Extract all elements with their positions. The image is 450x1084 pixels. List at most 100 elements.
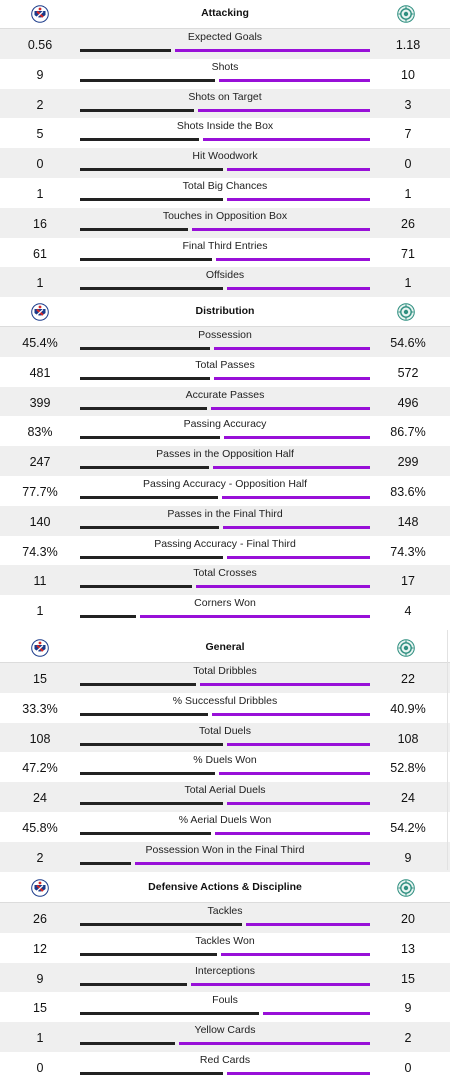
stat-label: Shots on Target [188,90,262,103]
home-stat-bar [80,376,211,380]
away-stat-bar [195,585,370,589]
stat-label: Possession Won in the Final Third [145,843,305,856]
away-stat-bar [211,406,370,410]
home-value: 481 [29,365,51,380]
home-value: 45.8% [22,821,58,835]
stat-row: 15 Fouls 9 [0,992,450,1022]
home-stat-bar [80,525,219,529]
away-stat-bar [218,772,370,776]
away-value: 1.18 [395,38,421,52]
home-value: 83% [27,425,53,440]
home-stat-bar [80,802,223,806]
home-stat-bar [80,683,196,686]
home-value: 247 [29,455,51,470]
home-stat-bar [80,287,223,291]
stat-row: 1 Total Big Chances 1 [0,178,450,208]
home-value: 140 [29,514,51,529]
home-stat-bar [80,585,192,589]
home-stat-bar [80,1012,260,1016]
stat-label: Fouls [212,994,238,1007]
copenhagen-crest-icon [31,879,49,897]
home-value: 74.3% [22,544,58,559]
stat-label: Passing Accuracy - Opposition Half [143,478,307,490]
away-stat-bar [221,952,370,956]
away-stat-bar [227,287,370,291]
home-stat-bar [80,923,242,926]
home-stat-bar [80,108,194,112]
away-stat-bar [213,347,370,350]
away-value: 24 [401,791,415,806]
home-stat-bar [80,257,212,261]
away-stat-bar [212,712,370,716]
away-stat-bar [134,861,370,865]
away-value: 86.7% [390,425,426,440]
stat-row: 1 Offsides 1 [0,267,450,298]
stat-row: 9 Shots 10 [0,59,450,89]
stat-label: Final Third Entries [182,239,268,252]
stat-row: 12 Tackles Won 13 [0,933,450,963]
home-value: 0 [36,1061,44,1075]
stat-label: % Successful Dribbles [172,694,278,707]
home-value: 2 [36,850,44,865]
home-value: 15 [33,1001,47,1016]
section-title: Attacking [201,7,249,19]
stat-label: Passing Accuracy - Final Third [154,537,296,550]
away-stat-bar [227,802,370,806]
stat-label: Passes in the Opposition Half [156,448,294,461]
section-title: Defensive Actions & Discipline [148,881,302,893]
home-stat-bar [80,227,189,231]
stat-label: Offsides [205,269,245,282]
away-value: 52.8% [390,761,426,776]
away-value: 9 [404,1001,412,1016]
stat-row: 16 Touches in Opposition Box 26 [0,207,450,238]
stat-row: 2 Shots on Target 3 [0,88,450,119]
copenhagen-crest-icon [31,639,49,657]
away-value: 299 [397,455,419,470]
home-stat-bar [80,347,210,350]
home-stat-bar [80,861,131,865]
away-value: 1 [404,187,412,201]
away-value: 572 [397,365,419,380]
away-value: 7 [404,127,412,142]
away-stat-bar [219,78,370,82]
stat-row: 0 Hit Woodwork 0 [0,148,450,178]
away-value: 9 [404,850,412,865]
home-value: 33.3% [22,701,58,716]
section-header: Defensive Actions & Discipline [0,874,450,902]
home-stat-bar [80,49,172,52]
stat-label: Tackles Won [195,934,255,947]
section-header: Attacking [0,0,450,28]
stat-row: 399 Accurate Passes 496 [0,386,450,417]
away-value: 3 [404,97,412,112]
stat-row: 33.3% % Successful Dribbles 40.9% [0,693,450,723]
away-stat-bar [213,466,370,470]
stat-label: Touches in Opposition Box [162,209,288,222]
away-stat-bar [245,923,370,926]
away-value: 2 [404,1031,412,1046]
stat-label: Interceptions [194,964,256,977]
section-header: Distribution [0,298,450,326]
stat-row: 11 Total Crosses 17 [0,565,450,596]
section-divider [0,662,450,663]
home-value: 16 [33,216,47,231]
home-value: 1 [36,276,44,291]
home-stat-bar [80,198,223,201]
away-stat-bar [216,257,370,261]
stat-label: Hit Woodwork [192,150,258,163]
away-stat-bar [214,832,370,835]
home-value: 9 [36,971,44,986]
home-value: 2 [36,97,44,112]
home-value: 9 [36,67,44,82]
stat-row: 83% Passing Accuracy 86.7% [0,416,450,446]
away-stat-bar [192,227,370,231]
stat-row: 5 Shots Inside the Box 7 [0,118,450,148]
stat-row: 74.3% Passing Accuracy - Final Third 74.3% [0,536,450,566]
stat-row: 47.2% % Duels Won 52.8% [0,752,450,782]
home-value: 61 [33,246,47,261]
home-stat-bar [80,832,211,835]
stat-row: 24 Total Aerial Duels 24 [0,782,450,812]
opponent-crest-icon [397,303,415,321]
section-divider [0,28,450,29]
away-value: 74.3% [390,544,426,559]
home-stat-bar [80,952,218,956]
